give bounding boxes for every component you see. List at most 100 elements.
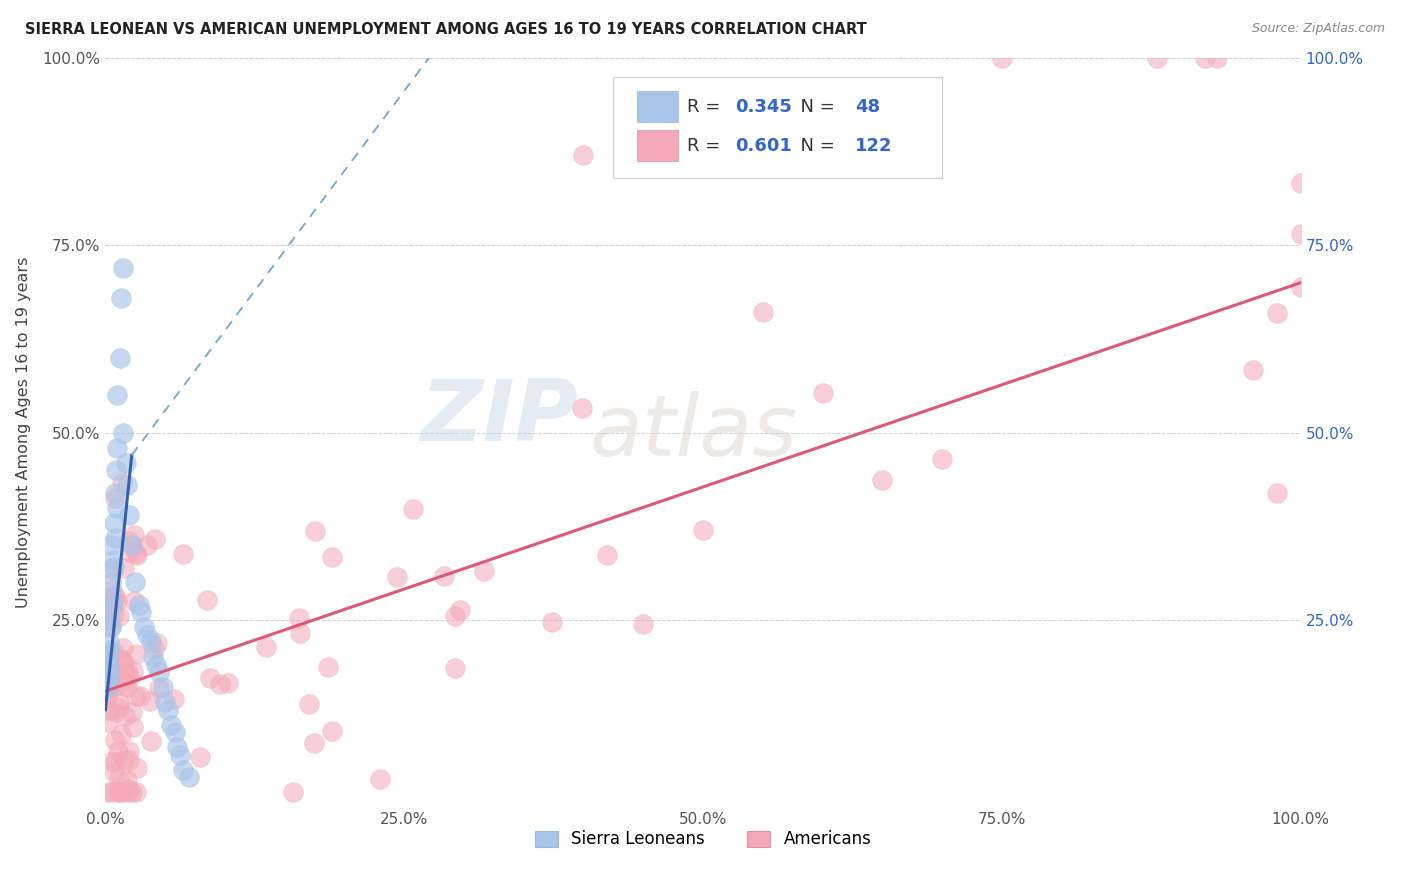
Point: [571, 401, 593, 416]
Point: [188, 749, 211, 764]
Point: [104, 756, 127, 770]
Point: [433, 569, 456, 583]
Point: [118, 670, 141, 684]
Point: [122, 720, 145, 734]
Point: [105, 594, 128, 608]
Point: [96, 690, 118, 704]
Point: [118, 534, 141, 549]
Text: ZIP: ZIP: [420, 376, 578, 459]
Point: [872, 473, 894, 487]
Point: [98, 673, 121, 687]
Point: [121, 785, 143, 799]
Point: [107, 500, 129, 515]
Point: [472, 565, 495, 579]
Point: [127, 761, 149, 775]
Point: [98, 602, 121, 616]
Point: [316, 660, 339, 674]
Point: [110, 652, 132, 666]
Point: [97, 650, 120, 665]
Text: N =: N =: [789, 98, 841, 116]
Point: [97, 649, 120, 664]
Point: [108, 701, 131, 715]
Point: [142, 650, 165, 665]
Point: [98, 678, 121, 692]
Point: [145, 657, 167, 672]
Point: [254, 640, 277, 654]
Point: [107, 609, 129, 624]
Point: [96, 714, 118, 729]
Point: [100, 785, 122, 799]
Point: [572, 148, 595, 162]
Point: [112, 657, 135, 671]
Point: [103, 589, 125, 603]
Point: [104, 491, 127, 506]
Point: [931, 452, 953, 467]
Point: [751, 305, 773, 319]
Point: [114, 456, 136, 470]
Point: [449, 603, 471, 617]
Point: [125, 549, 148, 563]
Point: [163, 725, 186, 739]
Point: [118, 508, 141, 522]
Point: [124, 575, 146, 590]
Point: [101, 563, 124, 577]
Point: [96, 687, 118, 701]
Point: [98, 613, 121, 627]
Point: [125, 647, 148, 661]
Point: [139, 635, 162, 649]
Point: [117, 665, 139, 680]
Point: [302, 736, 325, 750]
Point: [115, 680, 138, 694]
Point: [97, 785, 120, 799]
Point: [1241, 363, 1264, 377]
Point: [148, 681, 170, 696]
Point: [101, 598, 124, 612]
Point: [100, 575, 122, 590]
Point: [103, 646, 125, 660]
Y-axis label: Unemployment Among Ages 16 to 19 years: Unemployment Among Ages 16 to 19 years: [17, 257, 31, 608]
Point: [129, 689, 152, 703]
Point: [108, 351, 131, 365]
Point: [100, 591, 122, 605]
Text: Source: ZipAtlas.com: Source: ZipAtlas.com: [1251, 22, 1385, 36]
Point: [172, 763, 194, 777]
Point: [143, 532, 166, 546]
Point: [304, 524, 326, 538]
Point: [125, 690, 148, 704]
Point: [108, 695, 131, 709]
Point: [100, 619, 122, 633]
Text: 48: 48: [855, 98, 880, 116]
Point: [217, 675, 239, 690]
Point: [100, 583, 122, 598]
Point: [98, 665, 121, 680]
Point: [121, 705, 143, 719]
Point: [152, 681, 174, 695]
Point: [208, 677, 231, 691]
Point: [125, 546, 148, 560]
Point: [97, 602, 120, 616]
Text: 0.601: 0.601: [735, 136, 792, 154]
Point: [111, 475, 134, 490]
Point: [195, 593, 218, 607]
Point: [287, 611, 309, 625]
FancyBboxPatch shape: [637, 91, 678, 122]
Point: [105, 463, 128, 477]
Point: [153, 695, 177, 709]
Point: [198, 671, 221, 685]
Point: [321, 549, 343, 564]
Point: [104, 732, 127, 747]
Point: [1289, 177, 1312, 191]
Point: [104, 531, 127, 545]
Point: [138, 694, 160, 708]
Point: [110, 726, 132, 740]
Point: [1265, 485, 1288, 500]
Point: [104, 485, 127, 500]
Point: [1194, 51, 1216, 65]
Point: [111, 641, 134, 656]
Point: [111, 785, 134, 799]
Point: [117, 781, 139, 796]
Point: [101, 553, 124, 567]
Point: [596, 548, 619, 562]
Point: [114, 709, 136, 723]
Point: [97, 681, 120, 695]
